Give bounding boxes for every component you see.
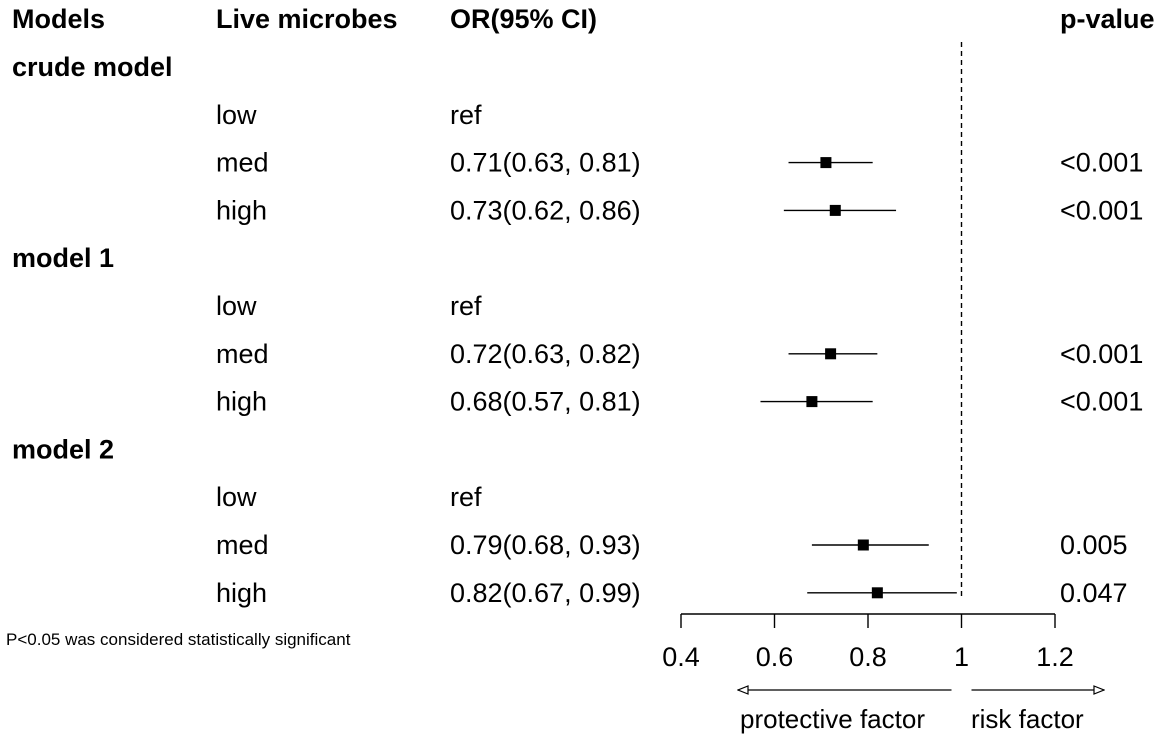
or-ci-text: 0.73(0.62, 0.86) — [450, 195, 641, 225]
group-label: crude model — [12, 52, 173, 82]
rows-layer: crude model low ref med 0.71(0.63, 0.81) <0.0… — [12, 52, 1143, 608]
level-label: high — [216, 578, 267, 608]
or-ci-text: 0.68(0.57, 0.81) — [450, 387, 641, 417]
x-tick-label: 1.2 — [1036, 642, 1074, 672]
x-axis: 0.4 0.6 0.8 1 1.2 — [662, 613, 1074, 672]
or-ci-text: 0.79(0.68, 0.93) — [450, 530, 641, 560]
p-value-text: <0.001 — [1060, 339, 1143, 369]
level-label: med — [216, 148, 269, 178]
group-label: model 1 — [12, 243, 114, 273]
x-tick-label: 0.6 — [756, 642, 794, 672]
x-tick-label: 0.8 — [849, 642, 887, 672]
or-point — [829, 204, 841, 216]
level-label: med — [216, 339, 269, 369]
or-ci-text: 0.72(0.63, 0.82) — [450, 339, 641, 369]
p-value-text: <0.001 — [1060, 148, 1143, 178]
level-label: med — [216, 530, 269, 560]
marks-layer — [760, 157, 957, 599]
level-label: high — [216, 195, 267, 225]
or-point — [820, 157, 832, 169]
level-label: high — [216, 387, 267, 417]
x-tick-label: 0.4 — [662, 642, 700, 672]
header-models: Models — [12, 4, 105, 34]
or-ci-text: ref — [450, 291, 482, 321]
or-ci-text: 0.71(0.63, 0.81) — [450, 148, 641, 178]
footnote: P<0.05 was considered statistically sign… — [6, 630, 351, 649]
header-live-microbes: Live microbes — [216, 4, 398, 34]
p-value-text: 0.005 — [1060, 530, 1128, 560]
or-point — [857, 539, 869, 551]
or-point — [806, 396, 818, 408]
or-ci-text: ref — [450, 482, 482, 512]
risk-factor-label: risk factor — [971, 704, 1084, 734]
or-ci-text: ref — [450, 100, 482, 130]
or-point — [825, 348, 837, 360]
level-label: low — [216, 291, 257, 321]
or-ci-text: 0.82(0.67, 0.99) — [450, 578, 641, 608]
group-label: model 2 — [12, 434, 114, 464]
x-tick-label: 1 — [954, 642, 969, 672]
p-value-text: <0.001 — [1060, 387, 1143, 417]
p-value-text: 0.047 — [1060, 578, 1128, 608]
level-label: low — [216, 482, 257, 512]
protective-factor-label: protective factor — [740, 704, 925, 734]
p-value-text: <0.001 — [1060, 195, 1143, 225]
level-label: low — [216, 100, 257, 130]
header-p-value: p-value — [1060, 4, 1155, 34]
header-or-ci: OR(95% CI) — [450, 4, 597, 34]
or-point — [871, 587, 883, 599]
